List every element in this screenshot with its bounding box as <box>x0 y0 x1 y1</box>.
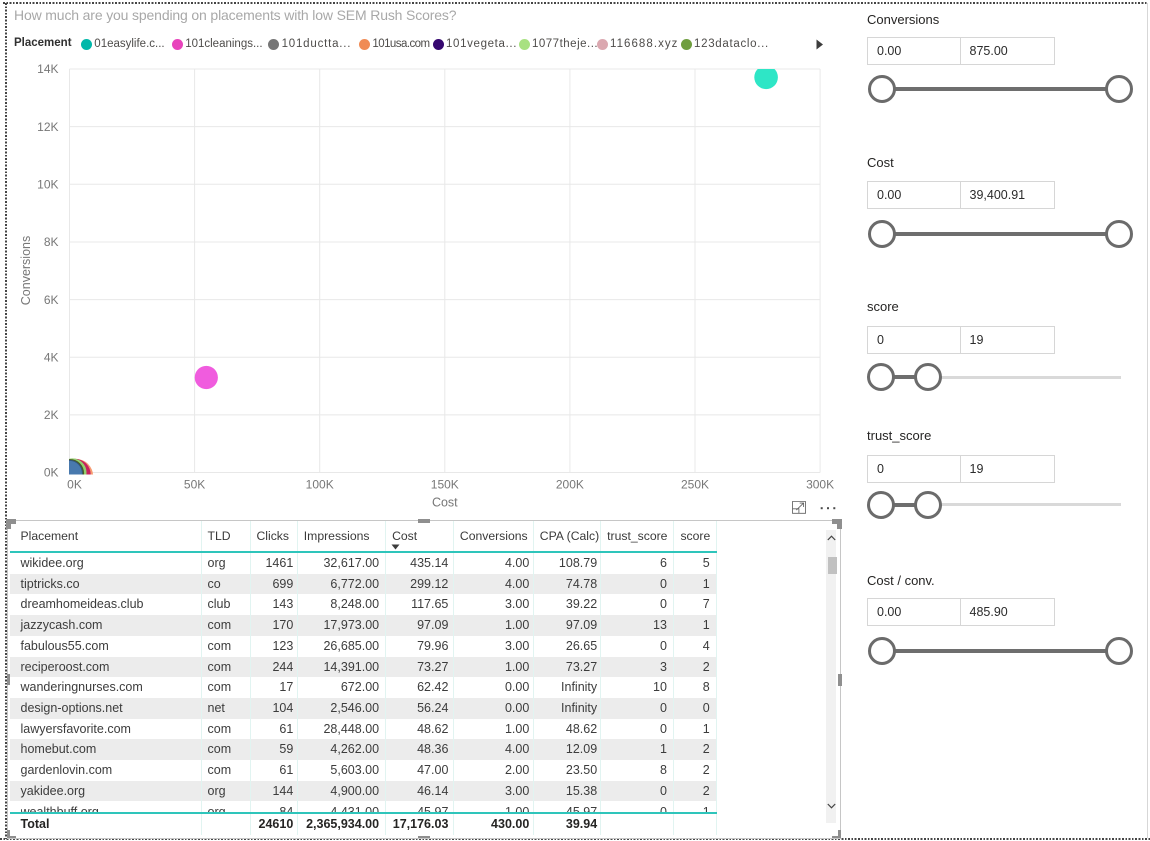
svg-text:250K: 250K <box>681 478 709 492</box>
svg-text:200K: 200K <box>556 478 584 492</box>
svg-text:300K: 300K <box>806 478 834 492</box>
svg-text:150K: 150K <box>431 478 459 492</box>
svg-text:8K: 8K <box>44 235 59 249</box>
svg-text:6K: 6K <box>44 293 59 307</box>
svg-text:Cost: Cost <box>432 496 458 510</box>
svg-text:2K: 2K <box>44 408 59 422</box>
svg-text:Conversions: Conversions <box>19 236 33 305</box>
svg-text:0K: 0K <box>67 478 82 492</box>
svg-text:100K: 100K <box>306 478 334 492</box>
svg-text:12K: 12K <box>37 120 58 134</box>
svg-text:10K: 10K <box>37 178 58 192</box>
svg-text:14K: 14K <box>37 62 58 76</box>
svg-text:4K: 4K <box>44 350 59 364</box>
svg-text:0K: 0K <box>44 466 59 480</box>
svg-text:50K: 50K <box>184 478 205 492</box>
